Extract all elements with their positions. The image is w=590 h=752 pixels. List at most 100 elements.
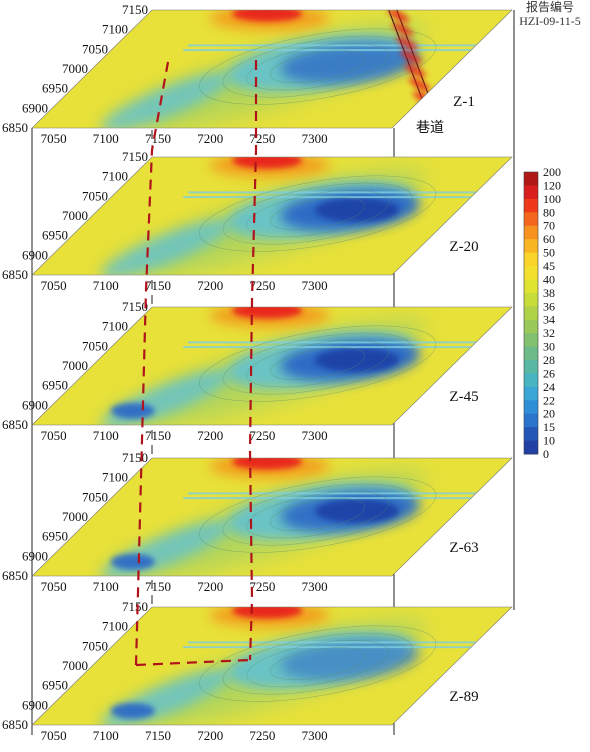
y-tick-label: 7150 [122,450,148,465]
x-tick-label: 7300 [302,728,328,743]
colorbar-swatch [524,413,538,428]
y-tick-label: 7050 [82,41,108,56]
colorbar-swatch [524,185,538,200]
y-tick-label: 6900 [22,247,48,262]
x-tick-label: 7250 [249,579,275,594]
y-tick-label: 6850 [2,568,28,583]
contour-line [246,190,389,238]
colorbar: 2001201008070605045403836343230282624222… [523,165,561,461]
colorbar-swatch [524,292,538,307]
colorbar-label: 26 [543,366,555,380]
colorbar-swatch [524,400,538,415]
y-tick-label: 6950 [42,81,68,96]
colorbar-swatch [524,319,538,334]
anomaly-blob [110,402,155,419]
contour-line [199,325,437,402]
contour-line [222,632,413,695]
x-tick-label: 7100 [93,131,119,146]
slice-outline [31,606,513,726]
x-tick-label: 7200 [197,428,223,443]
x-tick-label: 7150 [145,728,171,743]
y-tick-label: 6850 [2,267,28,282]
colorbar-swatch [524,225,538,240]
y-tick-label: 7000 [62,61,88,76]
colorbar-swatch [524,440,538,455]
y-tick-label: 7000 [62,658,88,673]
dashed-markers [134,60,258,667]
y-tick-label: 6850 [2,120,28,135]
y-tick-label: 7000 [62,509,88,524]
colorbar-label: 34 [543,313,555,327]
y-tick-label: 7050 [82,338,108,353]
colorbar-label: 0 [543,447,549,461]
slice-outline [31,156,513,276]
tunnel-anomaly [408,77,431,92]
slice-z-89: 7150 7100 7050 7000 6950 6900 6850 7050 7100 7150… [2,599,513,743]
tunnel-anomaly [392,22,414,37]
y-tick-label: 6950 [42,529,68,544]
y-tick-label: 6850 [2,717,28,732]
y-tick-label: 6950 [42,228,68,243]
contour-line [246,640,389,688]
colorbar-frame [523,171,539,455]
colorbar-swatch [524,239,538,254]
x-tick-label: 7250 [249,428,275,443]
x-tick-label: 7250 [249,278,275,293]
x-tick-label: 7050 [41,131,67,146]
y-tick-label: 7050 [82,638,108,653]
colorbar-label: 22 [543,393,555,407]
tunnel-anomaly [387,10,410,23]
report-number-value: HZI-09-11-5 [519,14,581,28]
contour-line [246,43,389,91]
colorbar-swatch [524,306,538,321]
y-tick-label: 7100 [102,169,128,184]
tunnel-anomaly [417,105,439,119]
y-tick-label: 6950 [42,378,68,393]
colorbar-label: 50 [543,246,555,260]
slice-label: Z-45 [449,389,478,405]
slice-label: Z-20 [449,239,478,255]
colorbar-swatch [524,279,538,294]
x-tick-label: 7300 [302,131,328,146]
contour-line [199,175,437,252]
contour-line [199,28,437,105]
x-tick-label: 7050 [41,579,67,594]
x-tick-label: 7200 [197,278,223,293]
contour-line [246,491,389,539]
anomaly-blob [101,72,232,128]
colorbar-swatch [524,252,538,267]
contour-line [199,625,437,702]
x-tick-label: 7100 [93,278,119,293]
contour-line [270,647,366,681]
colorbar-swatch [524,373,538,388]
colorbar-swatch [524,172,538,186]
colorbar-swatch [524,360,538,374]
colorbar-label: 32 [543,326,555,340]
colorbar-label: 70 [543,219,555,233]
x-tick-label: 7150 [145,579,171,594]
y-tick-label: 7150 [122,149,148,164]
colorbar-swatch [524,333,538,348]
colorbar-swatch [524,266,538,280]
y-tick-label: 7150 [122,2,148,17]
anomaly-blob [232,10,303,22]
contour-line [222,332,413,395]
x-tick-label: 7150 [145,428,171,443]
y-tick-label: 7050 [82,188,108,203]
y-tick-label: 7050 [82,489,108,504]
slice-label: Z-89 [449,689,478,705]
tunnel-anomaly [404,63,426,78]
x-tick-label: 7150 [145,278,171,293]
slice-outline [31,457,513,577]
x-tick-label: 7250 [249,728,275,743]
y-tick-label: 6900 [22,697,48,712]
contour-line [222,483,413,546]
x-tick-label: 7050 [41,278,67,293]
anomaly-blob [232,607,303,619]
y-tick-label: 6900 [22,100,48,115]
x-tick-label: 7300 [302,278,328,293]
colorbar-label: 36 [543,299,555,313]
